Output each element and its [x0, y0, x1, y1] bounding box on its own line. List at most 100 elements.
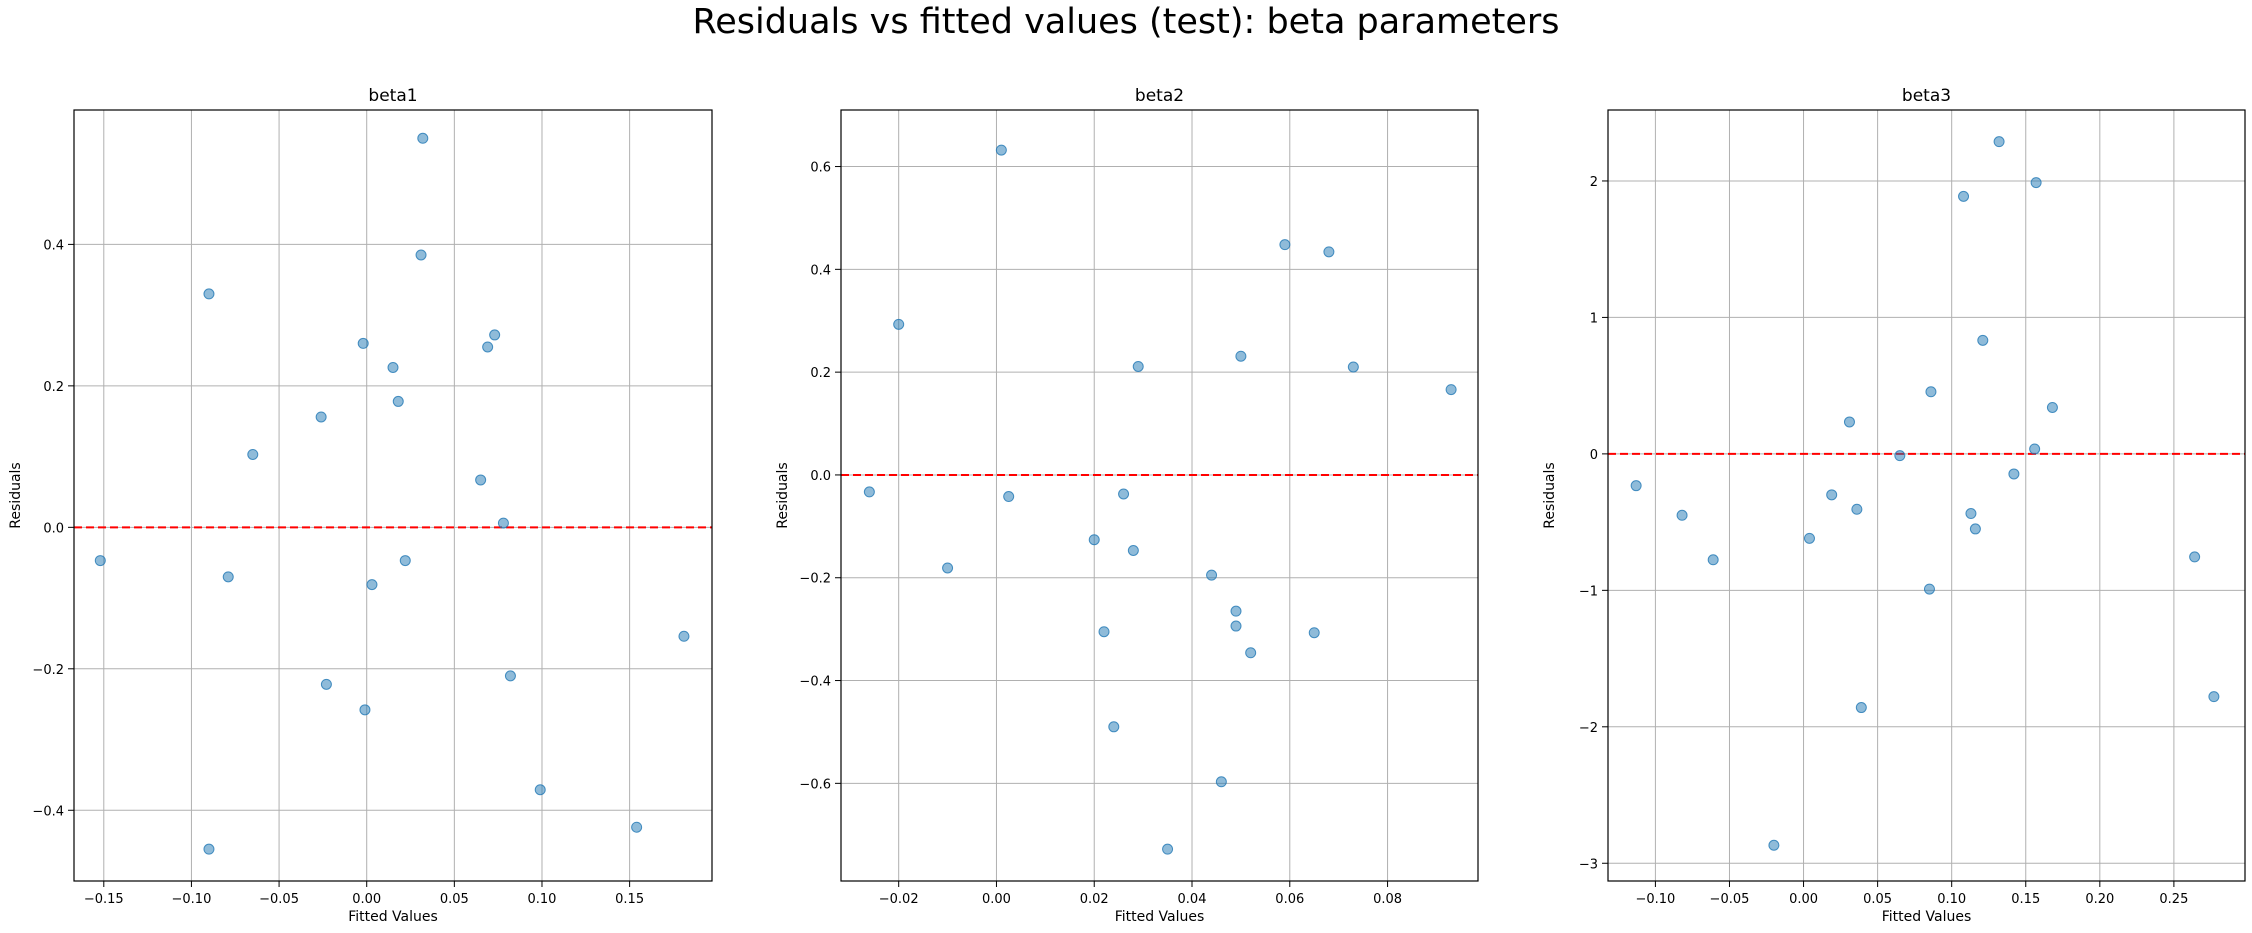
y-tick-label: −3 [1579, 857, 1598, 872]
data-point [1098, 626, 1110, 638]
data-point [1851, 503, 1863, 515]
y-tick-label: −0.4 [32, 804, 64, 819]
x-tick-label: −0.15 [84, 892, 124, 907]
data-point [1230, 620, 1242, 632]
data-point [1894, 450, 1906, 462]
data-point [995, 144, 1007, 156]
x-tick-label: −0.10 [172, 892, 212, 907]
data-point [1230, 605, 1242, 617]
y-tick-label: 2 [1590, 175, 1598, 190]
panel-title: beta2 [1135, 86, 1184, 106]
y-axis-title: Residuals [775, 462, 791, 528]
data-point [1279, 239, 1291, 251]
data-point [1308, 627, 1320, 639]
x-axis-title: Fitted Values [1115, 909, 1205, 925]
data-point [1993, 136, 2005, 148]
data-point [475, 474, 487, 486]
data-point [863, 486, 875, 498]
y-tick-label: 0.4 [43, 238, 64, 253]
data-point [1803, 532, 1815, 544]
y-tick-label: 0.2 [43, 380, 64, 395]
data-point [893, 318, 905, 330]
data-point [1977, 334, 1989, 346]
data-point [1676, 509, 1688, 521]
data-point [203, 843, 215, 855]
data-point [357, 337, 369, 349]
x-tick-label: 0.05 [440, 892, 469, 907]
panel-beta3: −0.10 −0.05 0.00 0.05 0.10 0.15 0.20 0.25 −3 −2 −1… [1542, 86, 2246, 925]
y-tick-label: −0.2 [32, 663, 64, 678]
x-axis-title: Fitted Values [348, 909, 438, 925]
data-point [534, 784, 546, 796]
data-point [1245, 647, 1257, 659]
panel-title: beta3 [1902, 86, 1951, 106]
data-point [203, 288, 215, 300]
data-point [2030, 177, 2042, 189]
panel-beta2: −0.02 0.00 0.02 0.04 0.06 0.08 −0.6 −0.4 −0.2 0.0… [775, 86, 1479, 925]
data-point [942, 562, 954, 574]
data-point [1323, 246, 1335, 258]
x-tick-label: 0.10 [1937, 892, 1966, 907]
data-point [1445, 384, 1457, 396]
y-tick-label: −0.4 [799, 675, 831, 690]
data-point [1088, 534, 1100, 546]
x-tick-label: −0.10 [1635, 892, 1675, 907]
data-point [399, 555, 411, 567]
y-tick-label: 0 [1590, 448, 1598, 463]
data-point [415, 249, 427, 261]
x-tick-label: 0.06 [1275, 892, 1304, 907]
x-tick-label: −0.02 [879, 892, 919, 907]
data-point [359, 704, 371, 716]
data-point [1108, 721, 1120, 733]
data-point [482, 341, 494, 353]
data-point [1003, 491, 1015, 503]
y-axis-title: Residuals [1542, 462, 1558, 528]
x-tick-label: −0.05 [259, 892, 299, 907]
y-tick-label: 0.2 [810, 366, 831, 381]
data-point [2208, 691, 2220, 703]
panel-title: beta1 [368, 86, 417, 106]
x-tick-label: 0.25 [2159, 892, 2188, 907]
y-tick-label: 0.0 [43, 521, 64, 536]
data-point [1958, 190, 1970, 202]
data-point [417, 132, 429, 144]
plot-frame [840, 109, 1479, 882]
figure-title: Residuals vs fitted values (test): beta … [692, 2, 1560, 42]
x-tick-label: 0.08 [1373, 892, 1402, 907]
data-point [1707, 554, 1719, 566]
y-tick-label: 1 [1590, 311, 1598, 326]
data-point [387, 361, 399, 373]
data-point [1843, 416, 1855, 428]
data-point [1965, 508, 1977, 520]
y-axis-title: Residuals [8, 462, 24, 528]
y-tick-label: −1 [1579, 584, 1598, 599]
data-point [1768, 839, 1780, 851]
data-point [1235, 350, 1247, 362]
data-point [1215, 776, 1227, 788]
data-point [489, 329, 501, 341]
data-point [1118, 488, 1130, 500]
data-point [94, 555, 106, 567]
y-tick-label: −2 [1579, 721, 1598, 736]
data-point [320, 678, 332, 690]
data-point [392, 395, 404, 407]
x-tick-label: −0.05 [1710, 892, 1750, 907]
data-point [2008, 468, 2020, 480]
x-tick-label: 0.02 [1080, 892, 1109, 907]
x-tick-label: 0.10 [528, 892, 557, 907]
data-point [1855, 702, 1867, 714]
x-axis-title: Fitted Values [1882, 909, 1972, 925]
x-tick-label: 0.00 [982, 892, 1011, 907]
data-point [2029, 443, 2041, 455]
y-tick-label: 0.4 [810, 263, 831, 278]
data-point [1630, 480, 1642, 492]
data-point [1127, 544, 1139, 556]
x-tick-label: 0.15 [615, 892, 644, 907]
plot-frame [73, 109, 713, 882]
x-tick-label: 0.00 [1789, 892, 1818, 907]
x-tick-label: 0.04 [1178, 892, 1207, 907]
data-point [1162, 843, 1174, 855]
data-point [1969, 523, 1981, 535]
data-point [247, 448, 259, 460]
